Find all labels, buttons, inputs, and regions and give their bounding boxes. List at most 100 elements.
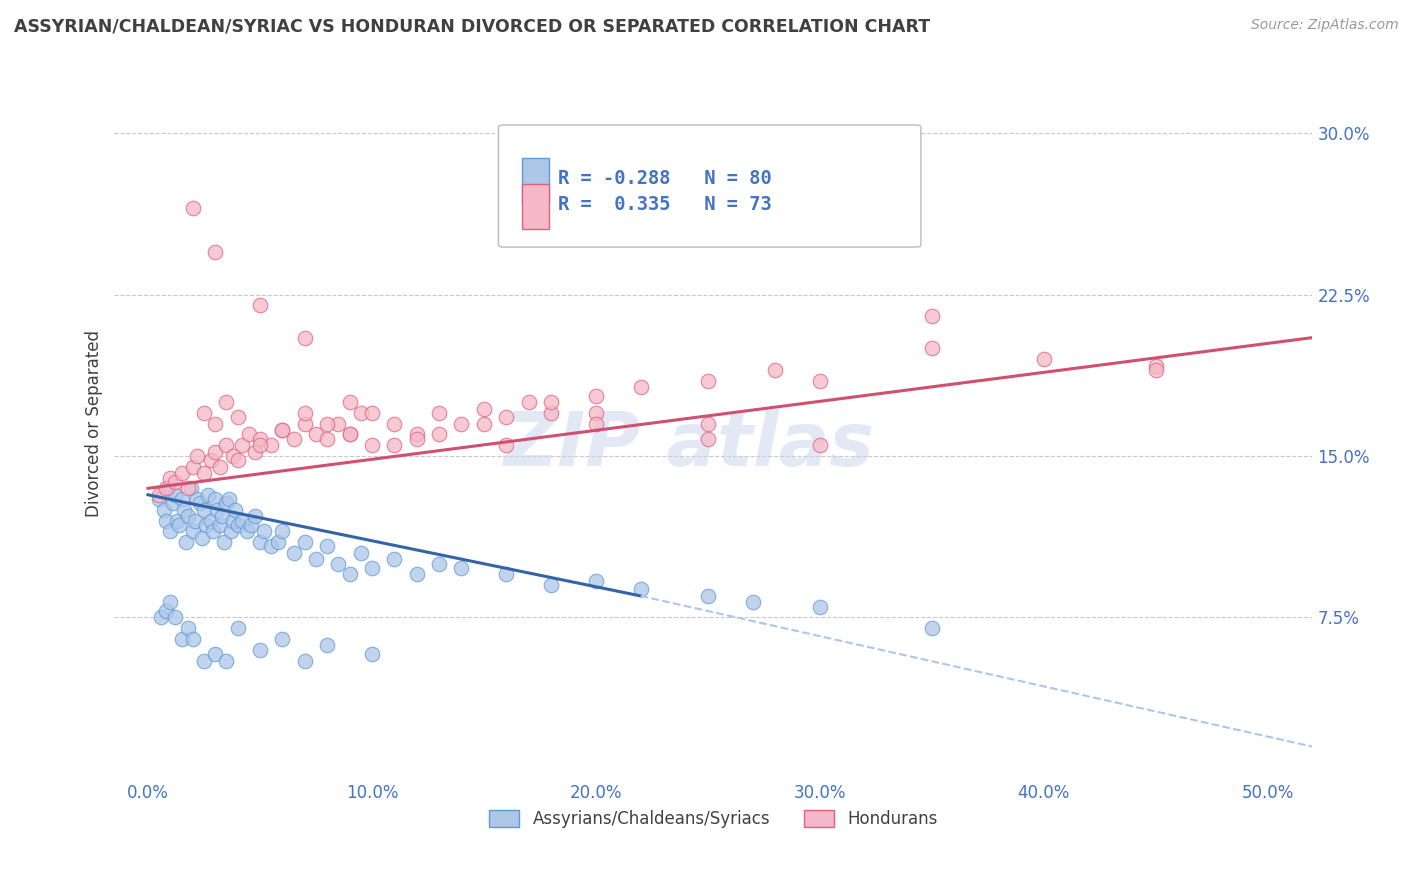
Point: [226, 453, 249, 467]
Point: [231, 438, 253, 452]
Point: [283, 432, 305, 446]
Point: [921, 621, 943, 635]
Point: [208, 459, 231, 474]
Point: [224, 503, 246, 517]
Point: [271, 423, 294, 437]
Point: [1144, 363, 1167, 377]
Point: [249, 535, 271, 549]
Point: [427, 406, 450, 420]
Text: ZIP atlas: ZIP atlas: [503, 409, 875, 482]
Point: [174, 535, 197, 549]
Point: [201, 524, 224, 539]
Point: [200, 453, 222, 467]
Point: [245, 509, 267, 524]
Point: [696, 432, 718, 446]
Point: [231, 514, 253, 528]
Point: [148, 491, 170, 506]
Point: [193, 406, 215, 420]
Point: [540, 578, 562, 592]
Point: [741, 595, 763, 609]
Point: [630, 380, 652, 394]
Point: [215, 438, 238, 452]
Point: [159, 470, 181, 484]
Point: [222, 514, 245, 528]
Point: [159, 524, 181, 539]
Point: [177, 481, 200, 495]
Point: [260, 540, 283, 554]
Point: [245, 444, 267, 458]
Point: [294, 417, 316, 431]
Point: [240, 517, 263, 532]
Point: [212, 535, 235, 549]
Point: [1032, 352, 1054, 367]
Point: [339, 427, 361, 442]
Point: [170, 632, 193, 646]
Point: [226, 517, 249, 532]
Point: [540, 406, 562, 420]
Point: [405, 427, 427, 442]
Legend: Assyrians/Chaldeans/Syriacs, Hondurans: Assyrians/Chaldeans/Syriacs, Hondurans: [482, 803, 943, 835]
Point: [361, 406, 384, 420]
Point: [427, 427, 450, 442]
Text: R =  0.335   N = 73: R = 0.335 N = 73: [558, 194, 772, 214]
Point: [186, 449, 208, 463]
Point: [294, 406, 316, 420]
Point: [226, 621, 249, 635]
Point: [249, 438, 271, 452]
Point: [921, 309, 943, 323]
Point: [195, 517, 218, 532]
Point: [316, 639, 339, 653]
Point: [495, 567, 517, 582]
Text: ASSYRIAN/CHALDEAN/SYRIAC VS HONDURAN DIVORCED OR SEPARATED CORRELATION CHART: ASSYRIAN/CHALDEAN/SYRIAC VS HONDURAN DIV…: [14, 18, 931, 36]
Point: [218, 491, 240, 506]
Point: [181, 524, 204, 539]
Point: [294, 330, 316, 344]
Point: [696, 417, 718, 431]
Point: [328, 417, 350, 431]
Point: [163, 610, 186, 624]
Point: [162, 496, 184, 510]
Point: [208, 517, 231, 532]
Point: [184, 514, 207, 528]
Point: [181, 459, 204, 474]
Point: [382, 438, 405, 452]
Point: [207, 503, 229, 517]
Point: [186, 491, 208, 506]
Point: [177, 621, 200, 635]
Point: [155, 481, 177, 495]
Point: [204, 444, 226, 458]
Text: R = -0.288   N = 80: R = -0.288 N = 80: [558, 169, 772, 188]
Point: [163, 488, 186, 502]
Point: [204, 417, 226, 431]
Point: [204, 647, 226, 661]
Point: [763, 363, 786, 377]
Point: [173, 503, 195, 517]
Point: [339, 567, 361, 582]
Point: [204, 491, 226, 506]
Point: [585, 574, 607, 588]
Point: [193, 467, 215, 481]
Point: [472, 401, 495, 416]
Point: [197, 488, 219, 502]
Point: [921, 342, 943, 356]
Point: [808, 438, 831, 452]
Point: [316, 540, 339, 554]
Point: [350, 546, 373, 560]
Point: [696, 374, 718, 388]
Y-axis label: Divorced or Separated: Divorced or Separated: [86, 330, 103, 517]
Point: [350, 406, 373, 420]
Point: [361, 647, 384, 661]
Point: [585, 406, 607, 420]
Point: [249, 432, 271, 446]
Point: [472, 417, 495, 431]
Point: [271, 632, 294, 646]
Point: [450, 561, 472, 575]
Point: [696, 589, 718, 603]
Point: [219, 524, 242, 539]
Text: Source: ZipAtlas.com: Source: ZipAtlas.com: [1251, 18, 1399, 32]
Point: [267, 535, 290, 549]
Point: [339, 395, 361, 409]
Point: [495, 410, 517, 425]
Point: [204, 244, 226, 259]
Point: [253, 524, 276, 539]
